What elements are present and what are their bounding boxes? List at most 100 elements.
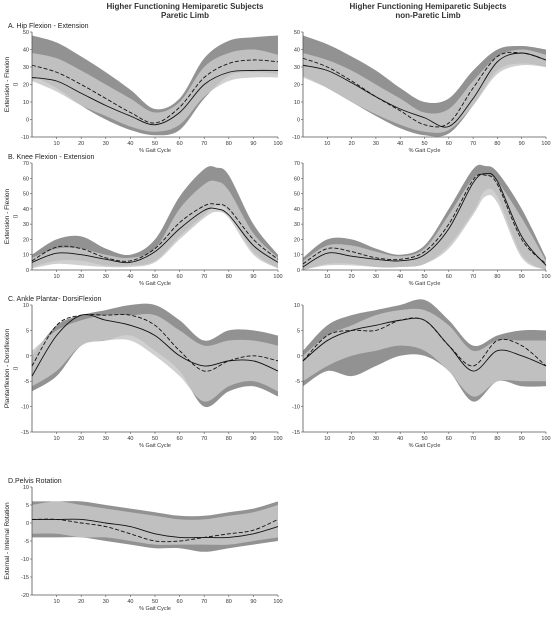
x-tick-label: 100 xyxy=(541,141,550,147)
y-tick-label: 10 xyxy=(294,100,300,106)
x-tick-label: 30 xyxy=(103,274,109,280)
y-tick-label: 50 xyxy=(23,192,29,198)
y-tick-label: 30 xyxy=(23,65,29,71)
y-tick-label: 0 xyxy=(297,118,300,124)
y-tick-label: 0 xyxy=(26,118,29,124)
x-tick-label: 90 xyxy=(519,141,525,147)
x-tick-label: 10 xyxy=(54,599,60,605)
x-tick-label: 50 xyxy=(152,141,158,147)
y-axis-label: Extension - Flexion xyxy=(4,188,11,244)
y-tick-label: 0 xyxy=(26,521,29,527)
panel-label: B. Knee Flexion - Extension xyxy=(8,154,94,161)
y-tick-label: 40 xyxy=(294,207,300,213)
x-tick-label: 80 xyxy=(494,141,500,147)
x-tick-label: 20 xyxy=(78,599,84,605)
y-tick-label: 50 xyxy=(294,192,300,198)
y-tick-label: -15 xyxy=(21,430,29,436)
y-tick-label: -10 xyxy=(21,405,29,411)
x-tick-label: 100 xyxy=(273,141,282,147)
x-tick-label: 100 xyxy=(273,436,282,442)
y-tick-label: 40 xyxy=(294,48,300,54)
x-tick-label: 100 xyxy=(273,274,282,280)
x-tick-label: 60 xyxy=(446,436,452,442)
x-tick-label: 80 xyxy=(226,141,232,147)
y-tick-label: 10 xyxy=(23,100,29,106)
x-tick-label: 60 xyxy=(177,599,183,605)
panel-label: A. Hip Flexion - Extension xyxy=(8,23,89,30)
column-title-paretic: Higher Functioning Hemiparetic Subjects … xyxy=(70,2,300,20)
chart-ankle-nonparetic: -15 -10 -5 0 5 10 10 20 30 40 50 60 70 80 90 100 % Gait … xyxy=(292,299,551,449)
x-tick-label: 20 xyxy=(78,274,84,280)
chart-knee-nonparetic: 0 10 20 30 40 50 60 70 10 20 30 40 50 60 70 80 90 100 % Ga… xyxy=(294,161,551,287)
panel-label: D.Pelvis Rotation xyxy=(8,478,62,485)
band-dark xyxy=(303,164,546,270)
y-tick-label: 0 xyxy=(297,268,300,274)
x-tick-label: 40 xyxy=(127,436,133,442)
y-tick-label: 30 xyxy=(294,65,300,71)
y-tick-label: 10 xyxy=(23,303,29,309)
y-tick-label: -5 xyxy=(24,379,29,385)
y-tick-label: -10 xyxy=(21,557,29,563)
x-tick-label: 90 xyxy=(250,599,256,605)
x-tick-label: 30 xyxy=(103,599,109,605)
band-dark xyxy=(303,35,546,137)
column-title-paretic-line1: Higher Functioning Hemiparetic Subjects xyxy=(106,2,264,11)
chart-pelvis-paretic: -20 -15 -10 -5 0 5 10 10 20 30 40 50 60 70 80 90 100 % Ga… xyxy=(4,478,283,612)
y-axis-label: External - Internal Rotation xyxy=(4,502,11,580)
x-tick-label: 70 xyxy=(201,599,207,605)
x-tick-label: 40 xyxy=(397,274,403,280)
y-tick-label: 5 xyxy=(26,328,29,334)
y-tick-label: 10 xyxy=(23,485,29,491)
band-light xyxy=(32,49,278,132)
x-axis-label: % Gait Cycle xyxy=(409,148,441,154)
x-tick-label: 50 xyxy=(152,599,158,605)
column-title-nonparetic: Higher Functioning Hemiparetic Subjects … xyxy=(313,2,543,20)
x-tick-label: 30 xyxy=(373,274,379,280)
band-light xyxy=(32,314,278,402)
y-tick-label: -20 xyxy=(21,593,29,599)
x-tick-label: 10 xyxy=(324,141,330,147)
y-tick-label: 20 xyxy=(23,237,29,243)
x-tick-label: 60 xyxy=(177,141,183,147)
y-axis-unit: () xyxy=(13,367,19,371)
y-axis-unit: () xyxy=(13,83,19,87)
x-axis-label: % Gait Cycle xyxy=(409,443,441,449)
series-dashed-line xyxy=(302,173,547,265)
x-tick-label: 80 xyxy=(226,436,232,442)
y-tick-label: -10 xyxy=(292,405,300,411)
y-tick-label: 0 xyxy=(297,354,300,360)
x-tick-label: 90 xyxy=(250,141,256,147)
x-axis-label: % Gait Cycle xyxy=(139,148,171,154)
y-tick-label: -10 xyxy=(21,135,29,141)
y-tick-label: 70 xyxy=(294,161,300,167)
y-tick-label: 10 xyxy=(23,253,29,259)
x-tick-label: 20 xyxy=(349,274,355,280)
x-tick-label: 90 xyxy=(250,436,256,442)
x-tick-label: 90 xyxy=(519,436,525,442)
y-tick-label: 5 xyxy=(297,328,300,334)
series-solid-line xyxy=(31,69,279,126)
series-dashed-line xyxy=(31,313,279,372)
band-light xyxy=(32,180,278,269)
y-tick-label: 60 xyxy=(23,176,29,182)
x-tick-label: 50 xyxy=(152,436,158,442)
y-tick-label: 60 xyxy=(294,176,300,182)
x-tick-label: 40 xyxy=(127,599,133,605)
x-tick-label: 50 xyxy=(421,141,427,147)
x-axis-label: % Gait Cycle xyxy=(139,606,171,612)
x-tick-label: 100 xyxy=(541,436,550,442)
y-tick-label: 50 xyxy=(294,30,300,36)
x-tick-label: 10 xyxy=(54,141,60,147)
series-solid-line xyxy=(302,52,547,128)
y-axis-label: Plantarflexion - Dorsiflexion xyxy=(4,329,11,409)
column-title-paretic-line2: Paretic Limb xyxy=(160,11,209,20)
x-tick-label: 70 xyxy=(201,436,207,442)
y-tick-label: 40 xyxy=(23,48,29,54)
y-tick-label: 10 xyxy=(294,253,300,259)
band-light xyxy=(32,501,278,545)
y-axis-label: Extension - Flexion xyxy=(4,56,11,112)
x-tick-label: 50 xyxy=(421,274,427,280)
x-tick-label: 90 xyxy=(519,274,525,280)
y-tick-label: 10 xyxy=(294,303,300,309)
panel-label: C. Ankle Plantar- DorsiFlexion xyxy=(8,296,101,303)
